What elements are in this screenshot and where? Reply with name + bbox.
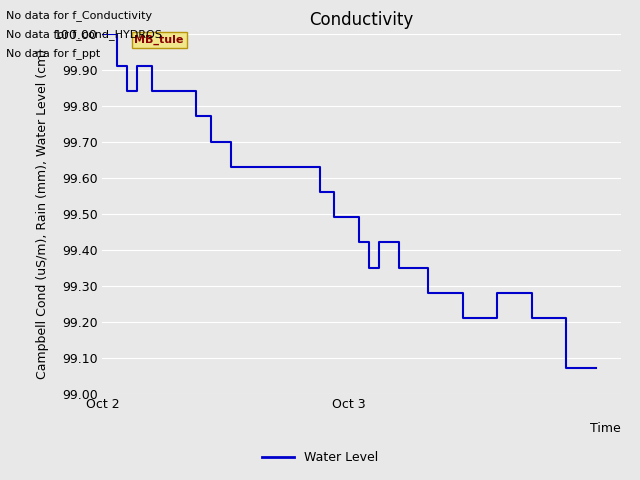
Text: Time: Time xyxy=(590,422,621,435)
Text: No data for f_ppt: No data for f_ppt xyxy=(6,48,100,59)
Title: Conductivity: Conductivity xyxy=(310,11,413,29)
Text: No data for f_Conductivity: No data for f_Conductivity xyxy=(6,10,152,21)
Y-axis label: Campbell Cond (uS/m), Rain (mm), Water Level (cm): Campbell Cond (uS/m), Rain (mm), Water L… xyxy=(36,48,49,379)
Text: No data for f_cond_HYDROS: No data for f_cond_HYDROS xyxy=(6,29,163,40)
Text: MB_tule: MB_tule xyxy=(134,35,184,45)
Legend: Water Level: Water Level xyxy=(257,446,383,469)
